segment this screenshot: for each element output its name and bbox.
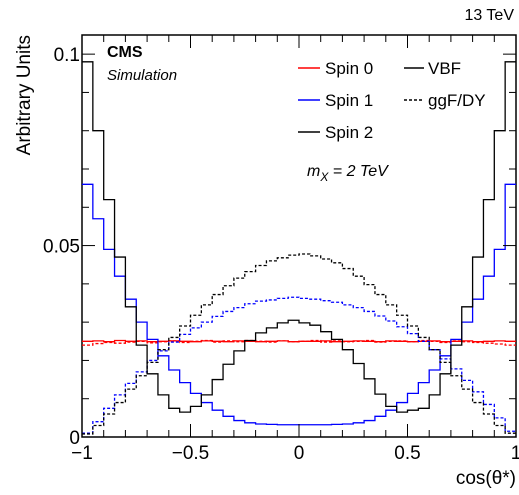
energy-label: 13 TeV	[464, 7, 514, 24]
y-tick-label: 0.05	[43, 237, 80, 258]
series-layer	[82, 61, 516, 435]
y-tick-label: 0	[69, 428, 80, 449]
mass-symbol: m	[307, 163, 320, 180]
tick-layer	[81, 35, 517, 438]
mass-annotation: mX = 2 TeV	[307, 163, 389, 184]
mass-subscript: X	[319, 170, 329, 184]
y-tick-label: 0.1	[54, 45, 80, 66]
series-line-spin2-ggf	[82, 253, 516, 435]
x-tick-label: 1	[511, 443, 519, 464]
y-axis-title: Arbitrary Units	[14, 35, 35, 155]
legend-label-spin2: Spin 2	[325, 123, 373, 142]
x-axis-title: cos(θ*)	[456, 468, 516, 489]
legend-label-vbf: VBF	[428, 59, 461, 78]
legend-label-ggf: ggF/DY	[428, 91, 486, 110]
legend-label-spin1: Spin 1	[325, 91, 373, 110]
series-line-spin2-vbf	[82, 61, 516, 413]
x-tick-label: 0.5	[394, 443, 420, 464]
series-line-spin1-vbf	[82, 183, 516, 426]
mass-value: = 2 TeV	[328, 163, 389, 180]
legend: Spin 0 VBF Spin 1 ggF/DY Spin 2	[298, 59, 486, 142]
x-tick-label: 0	[294, 443, 305, 464]
experiment-label: CMS	[107, 44, 143, 61]
x-tick-label: −0.5	[172, 443, 210, 464]
tick-label-layer: −1 −0.5 0 0.5 1 0 0.05 0.1	[43, 45, 519, 464]
simulation-label: Simulation	[107, 67, 177, 84]
x-tick-label: −1	[71, 443, 93, 464]
legend-label-spin0: Spin 0	[325, 59, 373, 78]
